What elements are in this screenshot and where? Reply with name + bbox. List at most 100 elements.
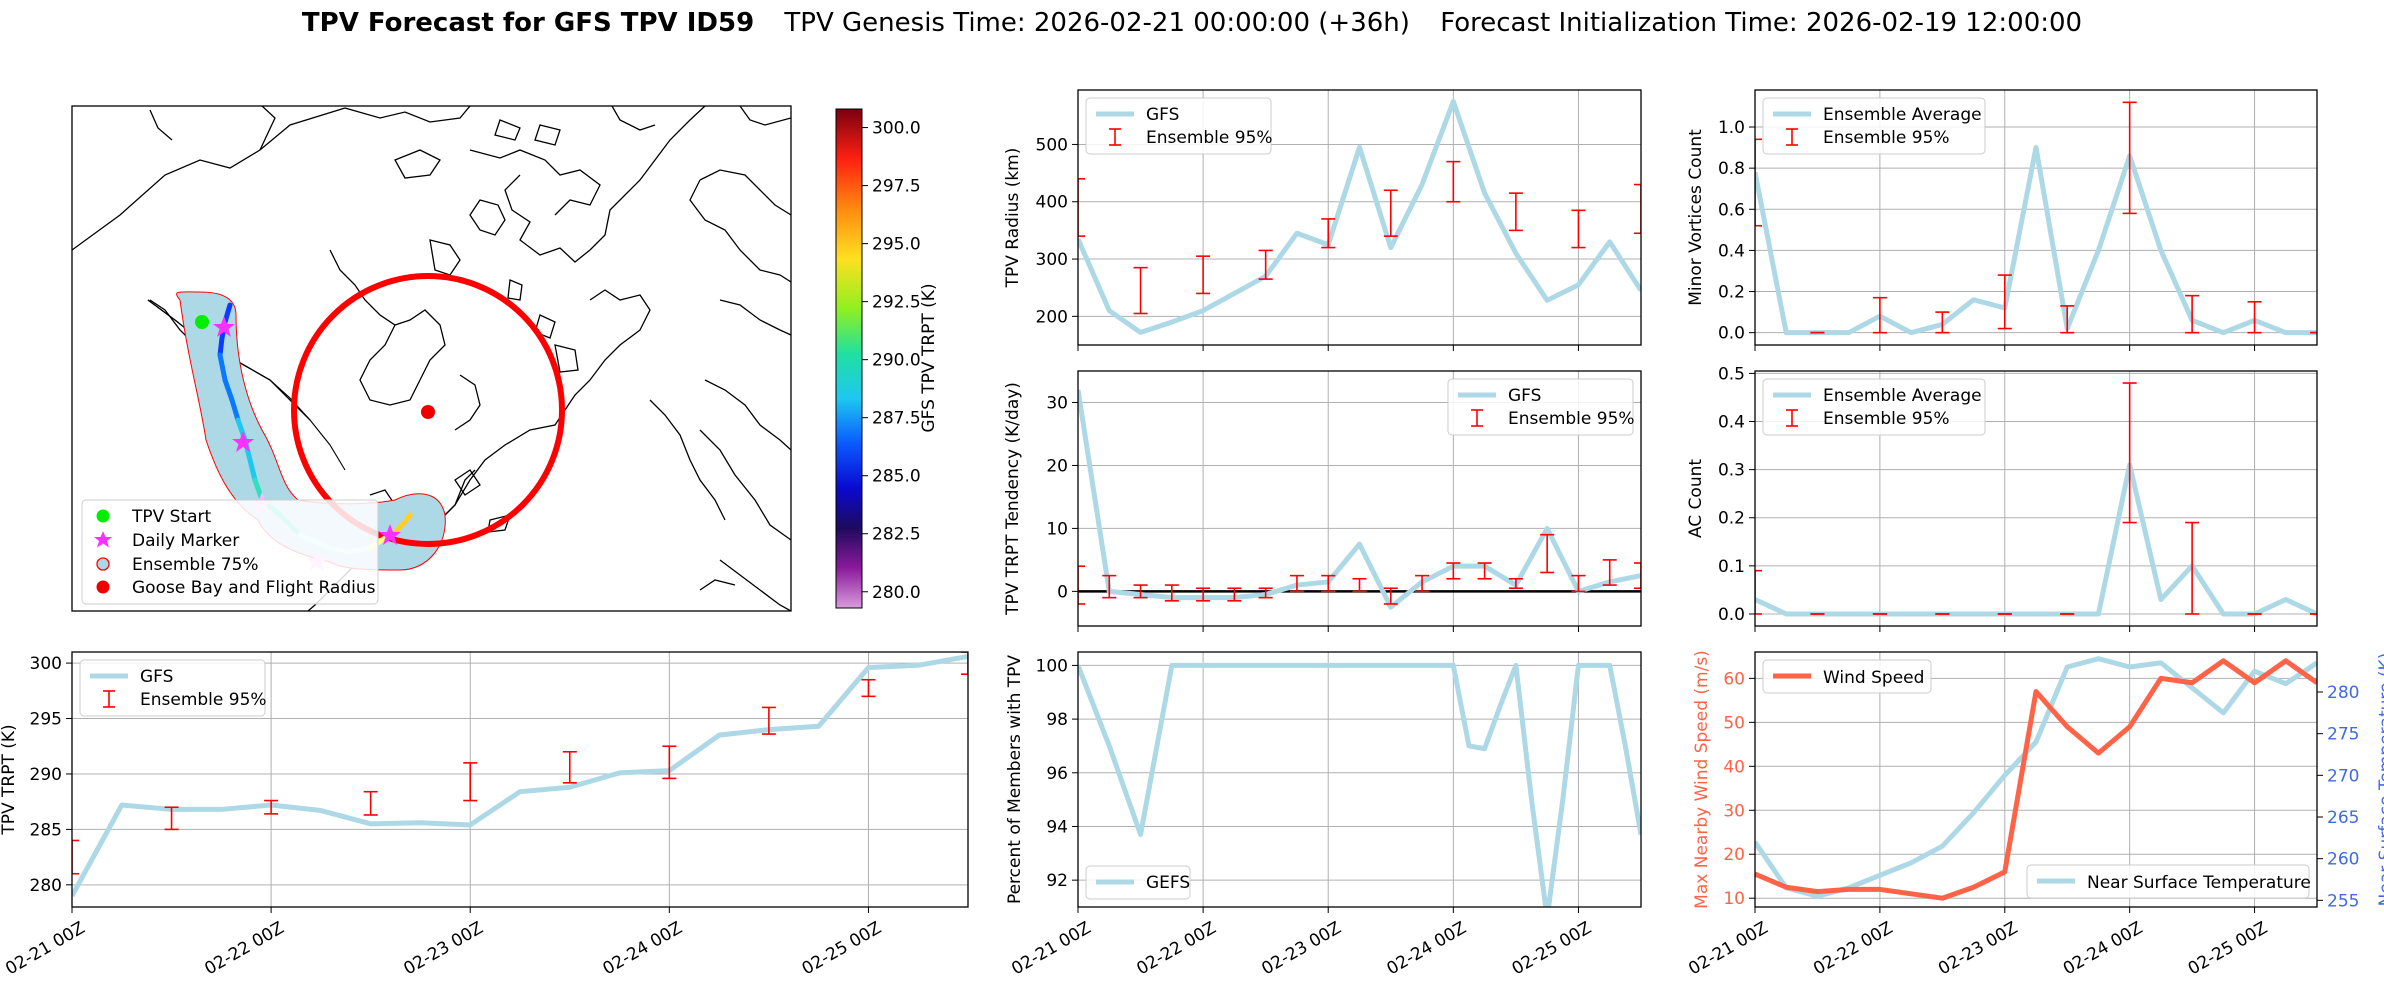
ytick-label: 60 [1723,669,1745,689]
plot-area [72,652,968,898]
panel-radius: 200 300 400 500 TPV Radius (km) GFS Ensemble 9… [1003,89,1642,351]
legend-label: Ensemble 95% [140,690,267,710]
border-line [147,299,346,471]
errorbar [1258,249,1273,280]
xtick-label: 02-22 00Z [1133,918,1219,979]
legend-label: Ensemble 95% [1823,409,1950,429]
errorbar [1196,255,1211,295]
ylabel-right: Near Surface Temperature (K) [2376,653,2384,907]
ytick-right-label: 270 [2327,766,2359,786]
axes-frame [1754,370,2318,627]
colorbar-tick-label: 292.5 [872,293,921,313]
legend-temp: Near Surface Temperature [2026,864,2311,899]
xtick-label: 02-23 00Z [400,918,486,979]
errorbar [1258,587,1273,599]
ytick-label: 280 [30,876,62,896]
xtick-label: 02-25 00Z [2185,918,2271,979]
legend: GEFS [1085,865,1191,900]
colorbar-tick-label: 287.5 [872,409,921,429]
panel-wind_temp: 255 260 265 270 275 280 Near Surface Temperatu… [1685,650,2384,979]
legend-start-icon [96,509,110,523]
errorbar [1935,311,1950,334]
legend-label: Ensemble 95% [1146,128,1273,148]
xtick-label: 02-25 00Z [1509,918,1595,979]
legend-label: GFS [1508,386,1541,406]
legend-label: Ensemble Average [1823,386,1982,406]
errorbar [1571,209,1586,249]
legend: Ensemble Average Ensemble 95% [1762,378,1986,436]
ytick-label: 285 [30,820,62,840]
axes-frame [1077,89,1642,346]
xtick-label: 02-23 00Z [1935,918,2021,979]
panel-tendency: 0 10 20 30 TPV TRPT Tendency (K/day) GFS Ensem… [1003,370,1642,632]
xtick-label: 02-25 00Z [799,918,885,979]
ytick-label: 10 [1723,889,1745,909]
errorbar [1383,189,1398,237]
errorbar [2185,294,2200,334]
legend-label: Wind Speed [1823,668,1924,688]
legend-label: Near Surface Temperature [2087,873,2311,893]
ylabel: AC Count [1686,459,1706,538]
xtick-label: 02-22 00Z [201,918,287,979]
flight-radius-circle [291,273,565,547]
ytick-label: 0.5 [1718,364,1745,384]
plot-area [1755,656,2317,901]
xtick-label: 02-22 00Z [1810,918,1896,979]
daily-marker [213,316,235,337]
ytick-label: 20 [1723,845,1745,865]
legend-tpv-start: TPV Start [131,507,212,527]
series-line [1755,145,2317,336]
ytick-label: 400 [1036,193,1068,213]
ytick-label: 94 [1046,817,1068,837]
errorbar [2060,305,2075,334]
ytick-label: 92 [1046,871,1068,891]
ylabel: Minor Vortices Count [1686,129,1706,306]
xtick-label: 02-21 00Z [1685,918,1771,979]
errorbar [761,706,776,735]
colorbar: 280.0 282.5 285.0 287.5 290.0 292.5 295.0 297.5… [835,108,939,609]
ytick-label: 0.0 [1718,605,1745,625]
errorbar [2122,101,2137,215]
errorbar [1540,533,1555,574]
errorbar [1321,574,1336,593]
errorbar [1477,562,1492,580]
legend: GFS Ensemble 95% [79,659,267,717]
ytick-label: 295 [30,710,62,730]
axes-frame [1754,651,2318,908]
ytick-label: 0 [1057,582,1068,602]
errorbar [861,678,876,698]
errorbar [1133,584,1148,599]
errorbar [1755,569,1762,615]
errorbar [1078,565,1085,605]
colorbar-tick-label: 280.0 [872,583,921,603]
errorbar [1078,178,1085,237]
ytick-right-label: 255 [2327,891,2359,911]
daily-marker [232,431,254,452]
goose-bay-marker [421,405,435,419]
legend: Ensemble Average Ensemble 95% [1762,97,1986,155]
legend: GFS Ensemble 95% [1085,97,1273,155]
plot-area [1755,101,2317,336]
legend-star-icon [94,531,112,548]
errorbar [1602,559,1617,586]
legend-daily-marker: Daily Marker [132,531,239,551]
errorbar [264,799,279,815]
errorbar [1102,574,1117,599]
ytick-label: 200 [1036,307,1068,327]
legend-label: Ensemble Average [1823,105,1982,125]
ytick-right-label: 265 [2327,808,2359,828]
figure-title: TPV Forecast for GFS TPV ID59 TPV Genesi… [302,8,2082,38]
errorbar [662,745,677,780]
colorbar-tick-label: 297.5 [872,177,921,197]
legend-box [1762,378,1986,436]
axes-frame [1754,89,2318,346]
errorbar [1321,218,1336,249]
xtick-label: 02-24 00Z [1384,918,1470,979]
legend-label: GFS [1146,105,1179,125]
errorbar [1508,192,1523,232]
axes-frame [1077,370,1642,627]
ytick-label: 0.1 [1718,557,1745,577]
ytick-label: 50 [1723,713,1745,733]
ylabel: TPV Radius (km) [1003,148,1023,289]
